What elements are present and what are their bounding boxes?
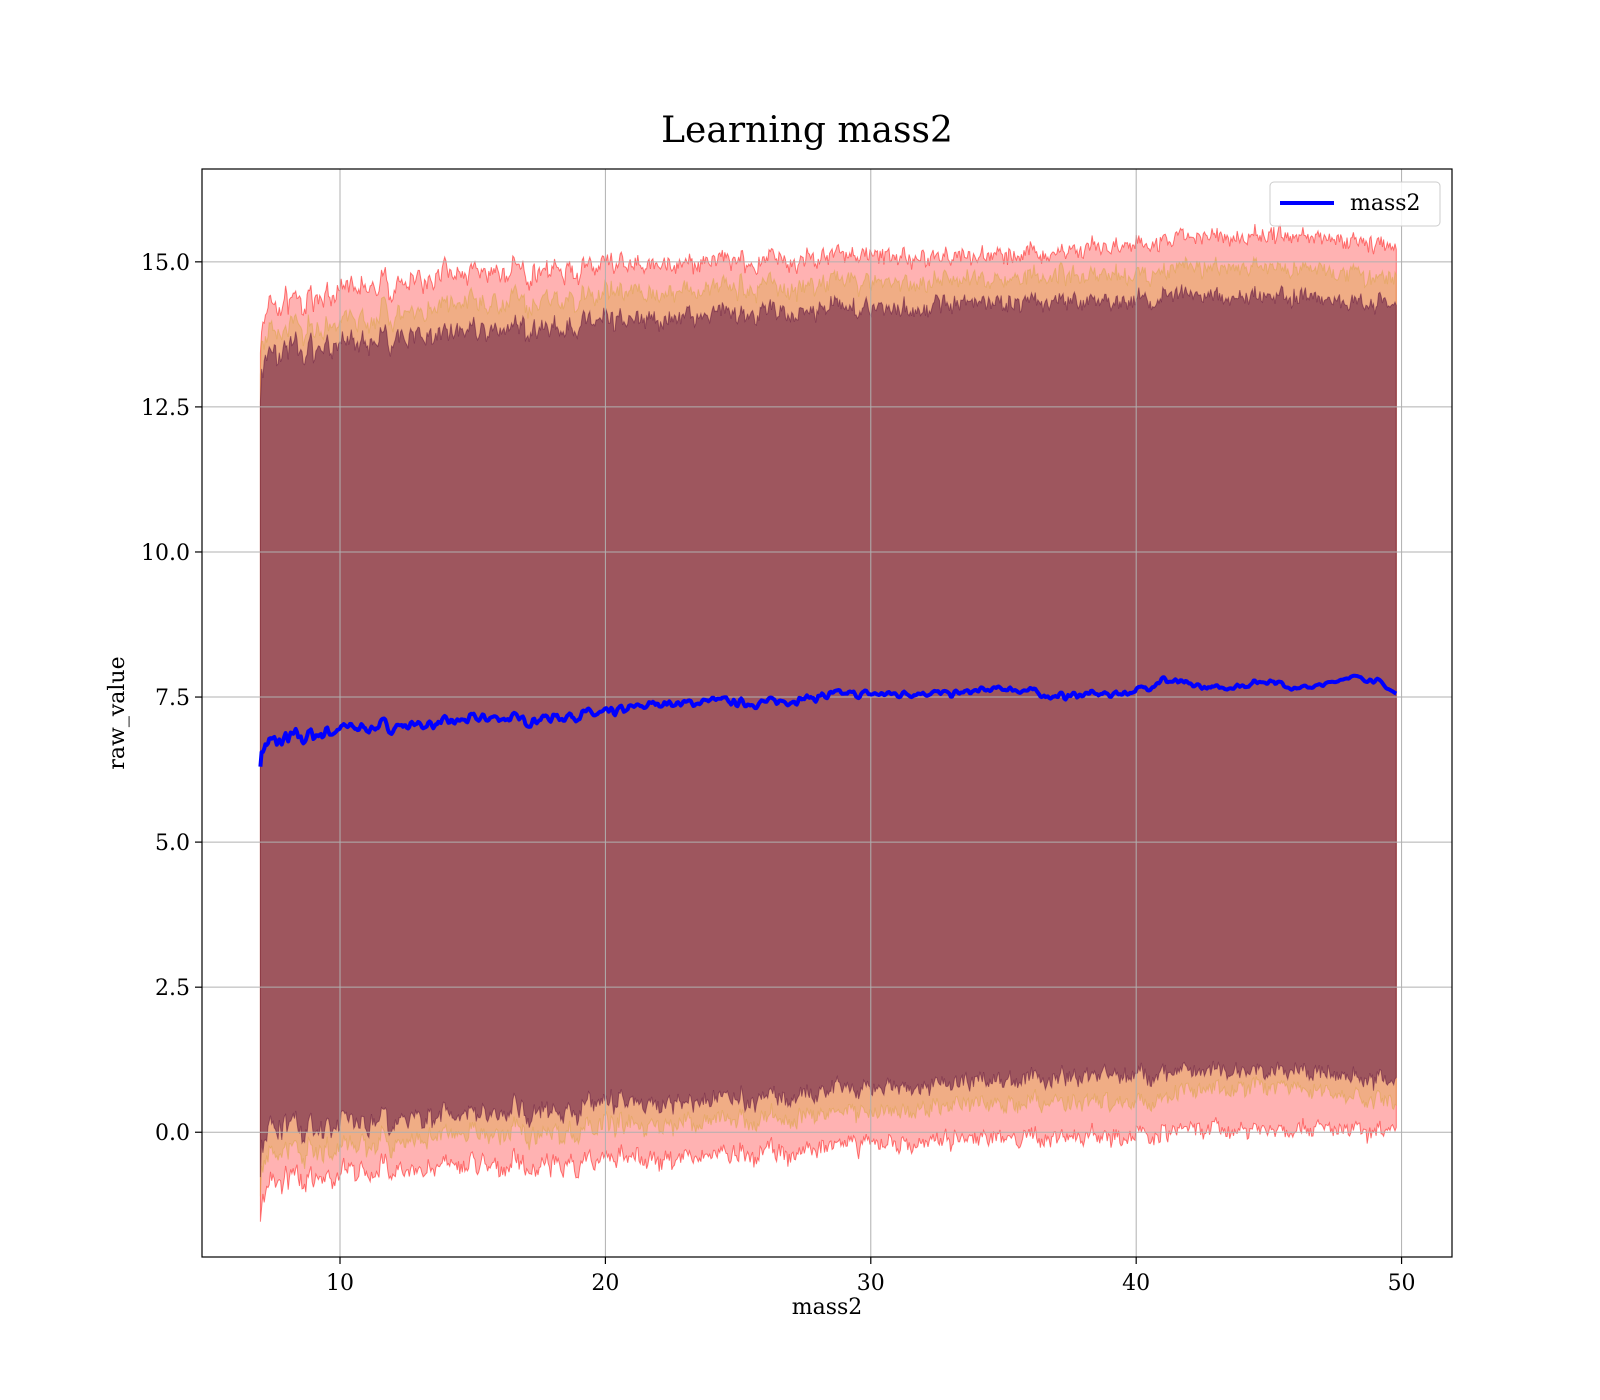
- legend: mass2: [1269, 181, 1441, 227]
- x-tick-label: 30: [857, 1271, 885, 1296]
- y-tick-label: 10.0: [141, 541, 190, 566]
- mass2-line: [258, 673, 1398, 767]
- grid-lines: [202, 169, 1452, 1257]
- y-axis-title: raw_value: [105, 656, 130, 769]
- x-tick-label: 10: [326, 1271, 354, 1296]
- x-tick-label: 20: [591, 1271, 619, 1296]
- band-3: [259, 284, 1397, 1178]
- plot-frame: [201, 168, 1453, 1258]
- legend-box: [1269, 181, 1441, 227]
- y-tick-label: 12.5: [141, 396, 190, 421]
- legend-label: mass2: [1350, 191, 1421, 216]
- y-tick-label: 0.0: [155, 1121, 190, 1146]
- y-tick-label: 5.0: [155, 831, 190, 856]
- confidence-bands: [259, 222, 1397, 1222]
- y-tick-label: 15.0: [141, 251, 190, 276]
- x-tick-label: 40: [1122, 1271, 1150, 1296]
- chart-title: Learning mass2: [661, 110, 953, 151]
- x-tick-label: 50: [1388, 1271, 1416, 1296]
- x-axis-title: mass2: [792, 1295, 863, 1320]
- axis-ticks: 10 20 30 40 50 0.0 2.5 5.0 7.5 10.0 12.5 15.0: [141, 251, 1416, 1296]
- y-tick-label: 7.5: [155, 686, 190, 711]
- y-tick-label: 2.5: [155, 976, 190, 1001]
